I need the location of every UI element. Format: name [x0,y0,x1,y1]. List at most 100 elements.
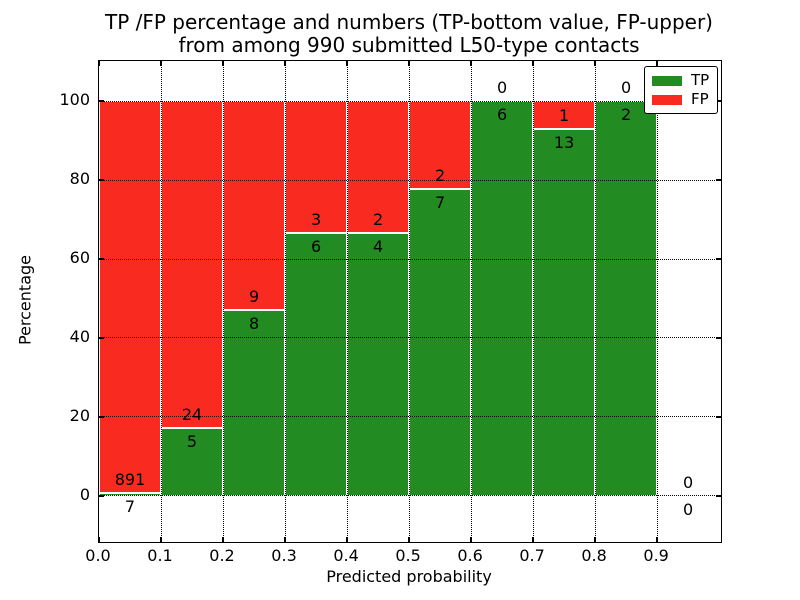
tp-count-label: 2 [621,105,632,125]
fp-count-label: 2 [372,209,384,229]
fp-count-label: 3 [310,209,322,229]
y-tick-mark [716,179,721,181]
y-tick-mark [99,100,104,102]
y-tick-label: 40 [69,326,90,346]
y-tick-mark [716,495,721,497]
y-tick-label: 100 [59,90,90,110]
x-tick-mark [470,61,472,66]
legend-swatch-fp-icon [652,94,682,105]
y-tick-mark [99,179,104,181]
x-tick-mark [594,537,596,542]
x-tick-label: 0.2 [209,546,235,565]
bar-tp-segment [161,427,223,496]
y-tick-label: 60 [69,248,90,268]
chart-title: TP /FP percentage and numbers (TP-bottom… [98,11,720,57]
chart-title-line-2: from among 990 submitted L50-type contac… [178,33,640,57]
bar-fp-segment [223,101,286,311]
bar-tp-segment [533,129,596,496]
x-tick-mark [284,537,286,542]
h-gridline [99,179,721,181]
legend-item-fp: FP [645,90,717,109]
x-tick-mark [594,61,596,66]
x-tick-mark [408,61,410,66]
v-gridline [284,61,286,542]
x-tick-mark [656,537,658,542]
fp-count-label: 9 [248,287,260,307]
fp-count-label: 2 [434,165,446,185]
v-gridline [346,61,348,542]
x-tick-mark [222,537,224,542]
legend-swatch-tp-icon [652,75,682,86]
legend: TP FP [644,66,718,114]
tp-count-label: 13 [553,133,575,153]
plot-area: 891 7 24 5 9 8 3 6 2 4 2 7 0 6 1 13 0 2 0 0 [98,60,722,543]
bar-fp-segment [161,101,223,428]
y-tick-mark [716,416,721,418]
bar-fp-segment [409,101,472,189]
fp-count-label: 1 [559,106,570,126]
x-tick-mark [99,61,100,66]
v-gridline [408,61,410,542]
bar-fp-segment [99,101,161,493]
v-gridline [470,61,472,542]
legend-label-tp: TP [691,71,710,89]
tp-count-label: 4 [372,236,384,256]
tp-count-label: 5 [186,431,198,451]
h-gridline [99,495,721,497]
x-tick-label: 0.9 [643,546,669,565]
x-tick-mark [470,537,472,542]
x-tick-label: 0.6 [457,546,483,565]
y-tick-mark [99,337,104,339]
tp-count-label: 0 [683,499,694,519]
y-tick-mark [716,337,721,339]
bar-tp-segment [471,101,534,496]
y-tick-mark [99,495,104,497]
v-gridline [532,61,534,542]
x-tick-label: 0.8 [581,546,607,565]
y-tick-label: 80 [69,169,90,189]
tp-count-label: 7 [434,192,446,212]
fp-count-label: 0 [683,472,694,492]
bar-tp-segment [223,310,286,496]
x-tick-label: 0.3 [271,546,297,565]
bar-tp-segment [409,188,472,496]
legend-item-tp: TP [645,71,717,90]
y-tick-mark [99,258,104,260]
fp-count-label: 0 [496,78,508,98]
tp-count-label: 6 [496,105,508,125]
x-tick-mark [532,61,534,66]
h-gridline [99,337,721,339]
x-axis-label: Predicted probability [326,567,492,586]
bar-tp-segment [347,232,410,496]
x-tick-mark [346,61,348,66]
tp-count-label: 8 [248,314,260,334]
bar-fp-segment [533,101,596,130]
x-tick-mark [532,537,534,542]
y-tick-mark [716,258,721,260]
bar-tp-segment [595,101,658,496]
bar-fp-segment [347,101,410,233]
x-tick-mark [284,61,286,66]
x-tick-label: 0.5 [395,546,421,565]
v-gridline [594,61,596,542]
x-tick-mark [160,537,162,542]
chart-title-line-1: TP /FP percentage and numbers (TP-bottom… [105,10,713,34]
x-tick-label: 0.0 [85,546,111,565]
tp-count-label: 6 [310,236,322,256]
fp-count-label: 0 [621,78,632,98]
v-gridline [656,61,658,542]
y-tick-mark [99,416,104,418]
bar-tp-segment [285,232,348,496]
fp-count-label: 24 [181,404,203,424]
tp-count-label: 7 [124,496,136,516]
v-gridline [222,61,224,542]
x-tick-mark [99,537,100,542]
x-tick-label: 0.4 [333,546,359,565]
y-tick-label: 20 [69,405,90,425]
legend-label-fp: FP [691,90,709,108]
h-gridline [99,100,721,102]
v-gridline [160,61,162,542]
x-tick-mark [408,537,410,542]
x-tick-mark [656,61,658,66]
x-tick-label: 0.7 [519,546,545,565]
